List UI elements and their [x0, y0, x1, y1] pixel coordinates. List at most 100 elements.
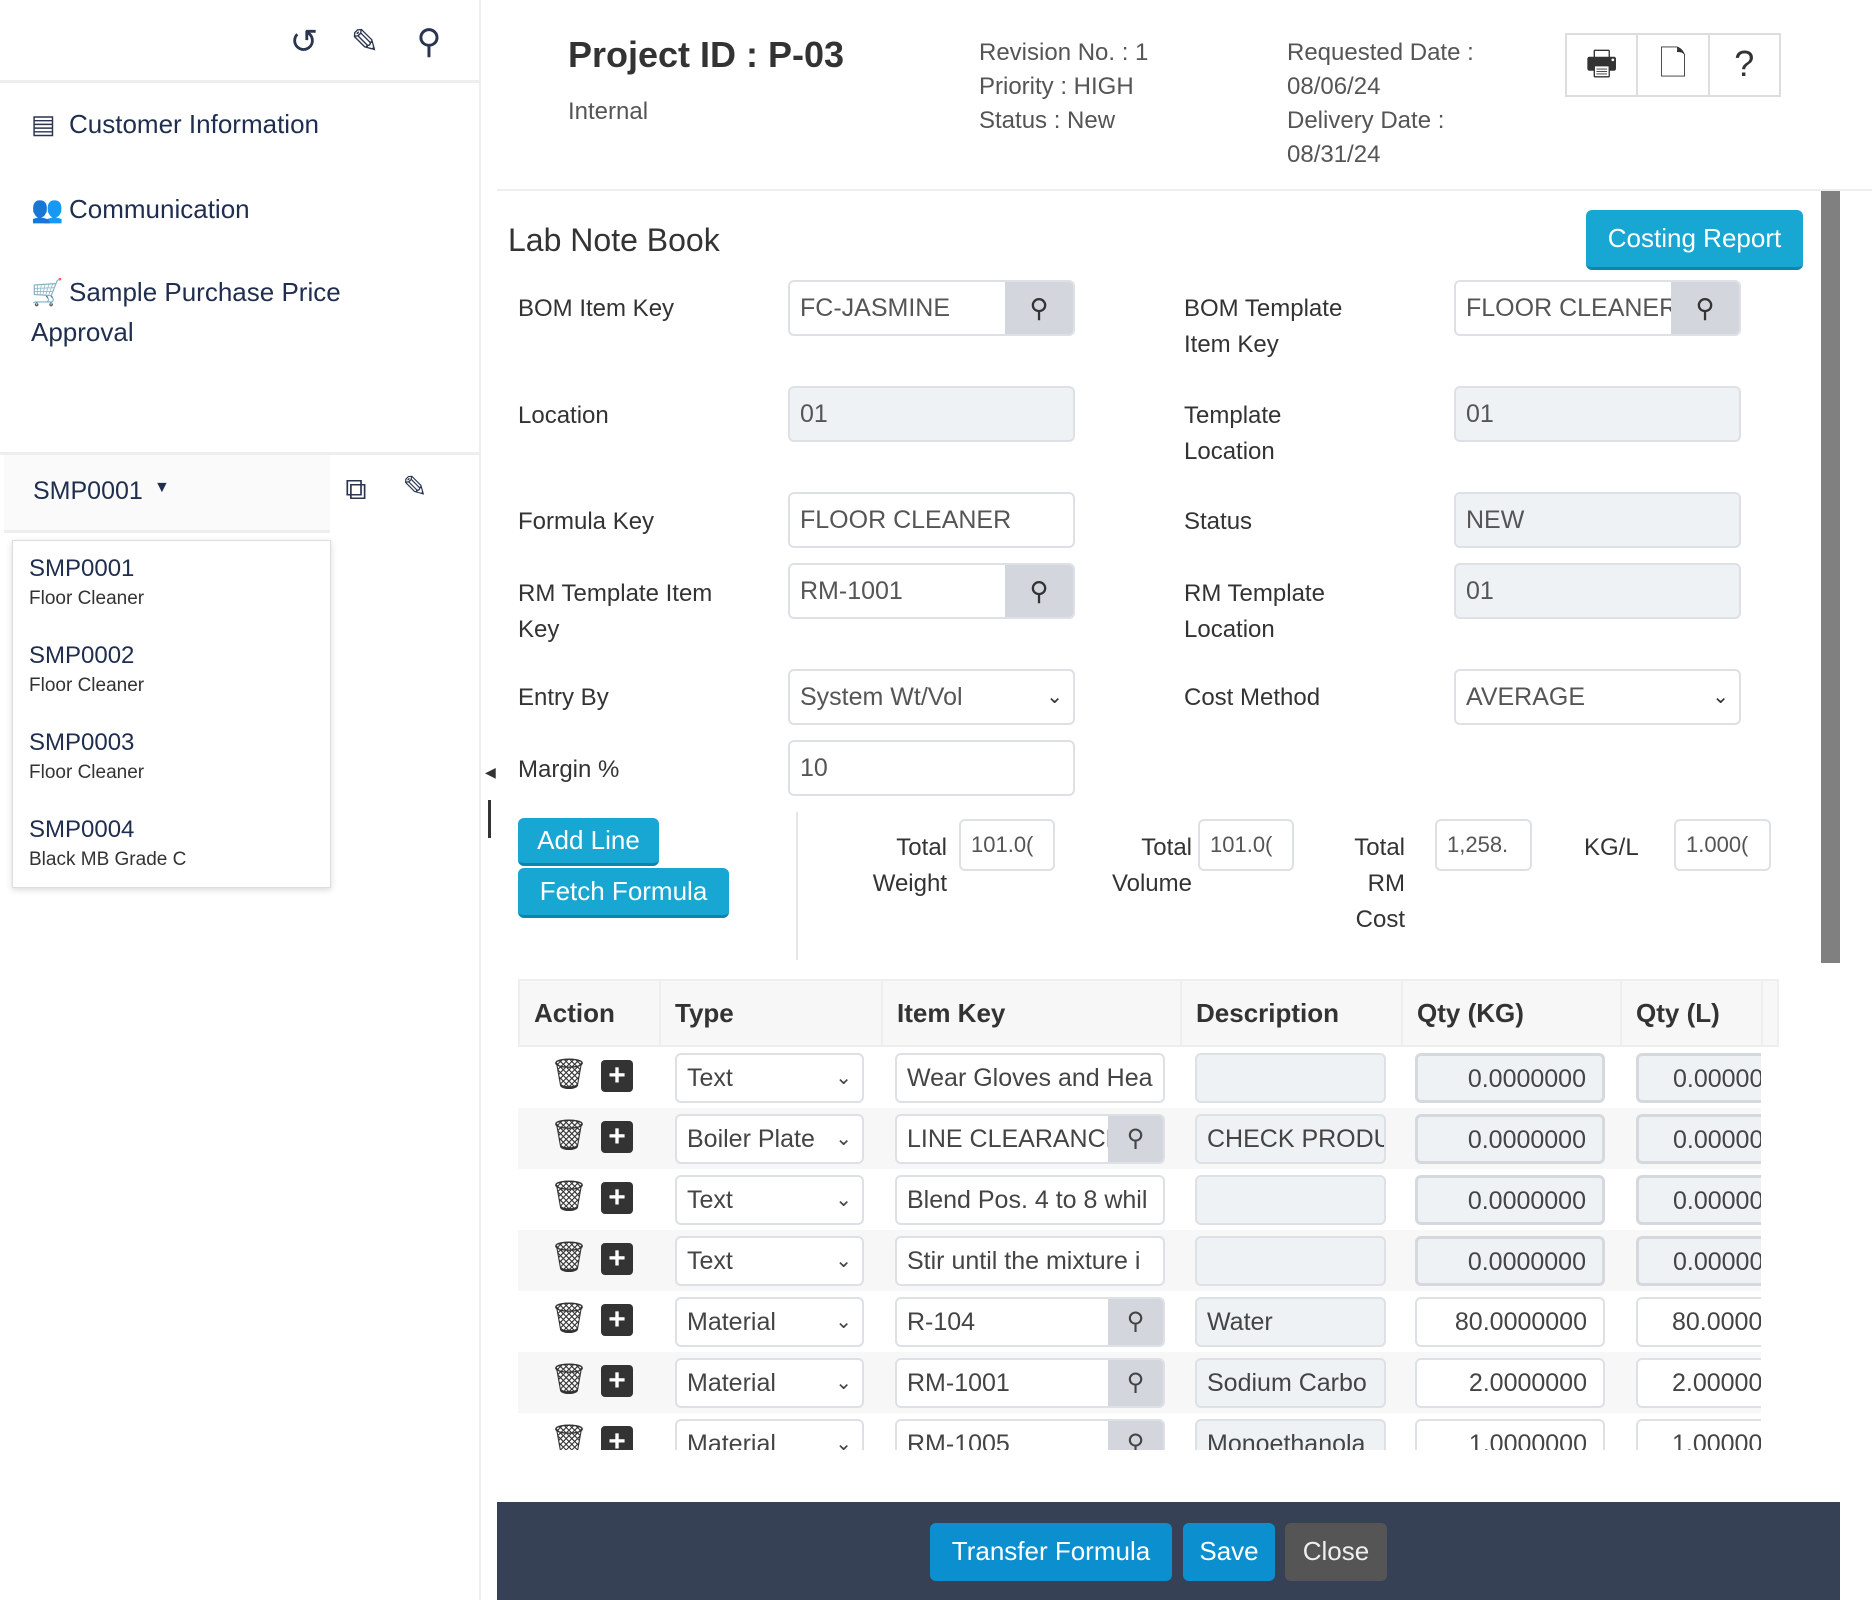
item-key-input[interactable]: Blend Pos. 4 to 8 whil	[895, 1175, 1165, 1225]
table-row: 🗑 + Boiler Plate ⌄ LINE CLEARANCE ⚲ CHECK PROD…	[518, 1108, 1761, 1169]
total-rm-cost-input[interactable]: 1,258.	[1435, 819, 1532, 871]
add-icon[interactable]: +	[601, 1243, 633, 1275]
scrollbar[interactable]	[1821, 191, 1840, 963]
sample-list-item[interactable]: SMP0003 Floor Cleaner	[29, 727, 319, 787]
help-button[interactable]: ?	[1734, 43, 1755, 84]
type-select[interactable]: Text ⌄	[675, 1053, 864, 1103]
type-select[interactable]: Material ⌄	[675, 1419, 864, 1450]
qty-kg-input[interactable]: 0.0000000	[1415, 1114, 1605, 1164]
add-icon[interactable]: +	[601, 1365, 633, 1397]
kg-per-l-input[interactable]: 1.000(	[1674, 819, 1771, 871]
description-input[interactable]	[1195, 1175, 1386, 1225]
delete-icon[interactable]: 🗑	[550, 1180, 589, 1213]
qty-l-input[interactable]: 80.00000	[1636, 1297, 1761, 1347]
qty-l-input[interactable]: 2.00000	[1636, 1358, 1761, 1408]
cost-method-select[interactable]: AVERAGE ⌄	[1454, 669, 1741, 725]
delete-icon[interactable]: 🗑	[550, 1058, 589, 1091]
description-input[interactable]	[1195, 1053, 1386, 1103]
qty-kg-input[interactable]: 2.0000000	[1415, 1358, 1605, 1408]
transfer-formula-button[interactable]: Transfer Formula	[930, 1523, 1172, 1581]
delete-icon[interactable]: 🗑	[550, 1424, 589, 1450]
item-key-input[interactable]: RM-1001 ⚲	[895, 1358, 1165, 1408]
total-weight-input[interactable]: 101.0(	[959, 819, 1055, 871]
sample-list-item[interactable]: SMP0002 Floor Cleaner	[29, 640, 319, 700]
delete-icon[interactable]: 🗑	[550, 1363, 589, 1396]
search-icon[interactable]: ⚲	[1108, 1421, 1163, 1450]
search-icon[interactable]: ⚲	[1005, 282, 1073, 334]
location-input[interactable]: 01	[788, 386, 1075, 442]
description-input[interactable]: Water	[1195, 1297, 1386, 1347]
menu-communication[interactable]: 👥 Communication	[31, 189, 250, 229]
add-icon[interactable]: +	[601, 1060, 633, 1092]
type-select[interactable]: Boiler Plate ⌄	[675, 1114, 864, 1164]
margin-input[interactable]: 10	[788, 740, 1075, 796]
search-icon[interactable]: ⚲	[1108, 1299, 1163, 1345]
total-volume-input[interactable]: 101.0(	[1198, 819, 1294, 871]
add-icon[interactable]: +	[601, 1121, 633, 1153]
fetch-formula-button[interactable]: Fetch Formula	[518, 868, 729, 918]
resize-handle[interactable]	[488, 800, 491, 838]
save-button[interactable]: Save	[1183, 1523, 1275, 1581]
column-header: Action	[520, 981, 661, 1045]
item-key-input[interactable]: R-104 ⚲	[895, 1297, 1165, 1347]
add-line-button[interactable]: Add Line	[518, 818, 659, 866]
sample-list-item[interactable]: SMP0004 Black MB Grade C	[29, 814, 319, 874]
costing-report-button[interactable]: Costing Report	[1586, 210, 1803, 270]
description-input[interactable]	[1195, 1236, 1386, 1286]
search-icon[interactable]: ⚲	[1108, 1360, 1163, 1406]
close-button[interactable]: Close	[1285, 1523, 1387, 1581]
delete-icon[interactable]: 🗑	[550, 1302, 589, 1335]
add-icon[interactable]: +	[601, 1182, 633, 1214]
entry-by-select[interactable]: System Wt/Vol ⌄	[788, 669, 1075, 725]
type-select[interactable]: Material ⌄	[675, 1297, 864, 1347]
item-key-input[interactable]: Wear Gloves and Hea	[895, 1053, 1165, 1103]
qty-l-input[interactable]: 0.00000	[1636, 1175, 1761, 1225]
print-icon[interactable]: 🖶	[1567, 35, 1639, 95]
bom-item-key-input[interactable]: FC-JASMINE ⚲	[788, 280, 1075, 336]
add-icon[interactable]: +	[601, 1426, 633, 1450]
type-select[interactable]: Material ⌄	[675, 1358, 864, 1408]
rm-template-item-key-input[interactable]: RM-1001 ⚲	[788, 563, 1075, 619]
menu-customer-information[interactable]: ▤ Customer Information	[31, 104, 319, 144]
delete-icon[interactable]: 🗑	[550, 1119, 589, 1152]
template-location-input[interactable]: 01	[1454, 386, 1741, 442]
add-icon[interactable]: +	[601, 1304, 633, 1336]
item-key-input[interactable]: RM-1005 ⚲	[895, 1419, 1165, 1450]
qty-l-input[interactable]: 0.00000	[1636, 1053, 1761, 1103]
edit-icon[interactable]: ✎	[350, 23, 380, 61]
search-icon[interactable]: ⚲	[416, 23, 442, 61]
qty-kg-input[interactable]: 1.0000000	[1415, 1419, 1605, 1450]
qty-l-input[interactable]: 0.00000	[1636, 1236, 1761, 1286]
search-icon[interactable]: ⚲	[1671, 282, 1739, 334]
item-key-input[interactable]: Stir until the mixture i	[895, 1236, 1165, 1286]
item-key-input[interactable]: LINE CLEARANCE ⚲	[895, 1114, 1165, 1164]
description-input[interactable]: Monoethanola	[1195, 1419, 1386, 1450]
menu-sample-purchase-price-approval[interactable]: 🛒 Sample Purchase Price Approval	[31, 272, 431, 352]
document-icon[interactable]: 🗋	[1638, 35, 1710, 95]
bom-template-item-key-input[interactable]: FLOOR CLEANER ⚲	[1454, 280, 1741, 336]
collapse-arrow-icon[interactable]: ◀	[485, 764, 496, 780]
history-icon[interactable]: ↺	[289, 23, 319, 61]
delete-icon[interactable]: 🗑	[550, 1241, 589, 1274]
qty-l-input[interactable]: 0.00000	[1636, 1114, 1761, 1164]
type-select[interactable]: Text ⌄	[675, 1236, 864, 1286]
formula-key-input[interactable]: FLOOR CLEANER	[788, 492, 1075, 548]
description-input[interactable]: Sodium Carbo	[1195, 1358, 1386, 1408]
qty-kg-input[interactable]: 0.0000000	[1415, 1236, 1605, 1286]
search-icon[interactable]: ⚲	[1108, 1116, 1163, 1162]
rm-template-location-input[interactable]: 01	[1454, 563, 1741, 619]
copy-icon[interactable]: ⧉	[345, 473, 367, 506]
qty-kg-input[interactable]: 0.0000000	[1415, 1175, 1605, 1225]
qty-l-input[interactable]: 1.00000	[1636, 1419, 1761, 1450]
qty-kg-input[interactable]: 0.0000000	[1415, 1053, 1605, 1103]
status-input[interactable]: NEW	[1454, 492, 1741, 548]
chevron-down-icon: ⌄	[835, 1189, 852, 1211]
qty-kg-input[interactable]: 80.0000000	[1415, 1297, 1605, 1347]
description-input[interactable]: CHECK PRODU	[1195, 1114, 1386, 1164]
qty-kg-value: 80.0000000	[1454, 1308, 1587, 1336]
edit-icon[interactable]: ✎	[402, 471, 428, 504]
search-icon[interactable]: ⚲	[1005, 565, 1073, 617]
sample-selector[interactable]: SMP0001 ▼	[4, 455, 330, 533]
type-select[interactable]: Text ⌄	[675, 1175, 864, 1225]
sample-list-item[interactable]: SMP0001 Floor Cleaner	[29, 553, 319, 613]
